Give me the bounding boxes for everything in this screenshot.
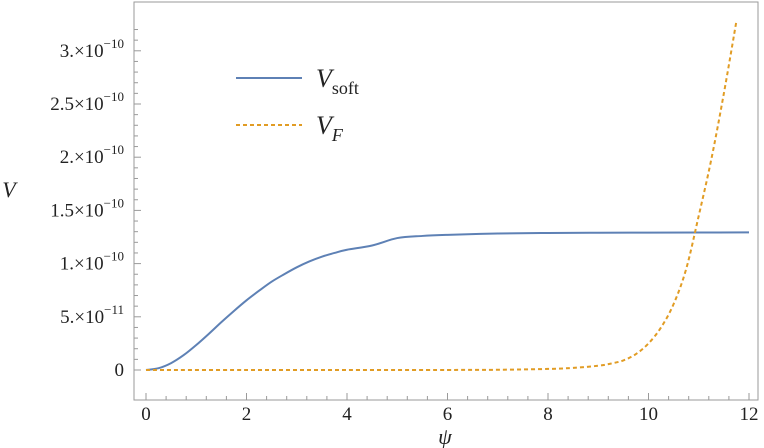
y-tick-label: 1.5×10−10	[50, 195, 124, 221]
y-tick-label: 2.5×10−10	[50, 89, 124, 115]
y-tick-label: 1.×10−10	[60, 249, 124, 275]
x-tick-label: 0	[141, 404, 151, 425]
x-tick-label: 6	[443, 404, 453, 425]
series-line-v-f	[145, 20, 738, 372]
legend: Vsoft VF	[236, 64, 359, 145]
legend-label: Vsoft	[316, 64, 359, 98]
y-tick-label: 2.×10−10	[60, 142, 124, 168]
y-ticks: 0 5.×10−11 1.×10−10 1.5×10−10 2.×10−10 2.5×10…	[50, 29, 141, 381]
y-tick-label: 5.×10−11	[60, 302, 124, 328]
x-tick-label: 4	[342, 404, 352, 425]
legend-label: VF	[316, 111, 344, 145]
x-tick-label: 2	[242, 404, 252, 425]
series-layer	[145, 20, 750, 372]
plot-frame	[133, 1, 759, 401]
x-ticks: 0 2 4 6 8 10 12	[141, 393, 759, 425]
x-axis-label: ψ	[438, 424, 452, 448]
x-tick-label: 12	[740, 404, 759, 425]
x-tick-label: 10	[639, 404, 658, 425]
y-tick-label: 0	[115, 360, 125, 381]
y-axis-label: V	[2, 177, 18, 202]
series-line-v-soft	[145, 231, 750, 371]
x-tick-label: 8	[543, 404, 553, 425]
y-tick-label: 3.×10−10	[60, 36, 124, 62]
